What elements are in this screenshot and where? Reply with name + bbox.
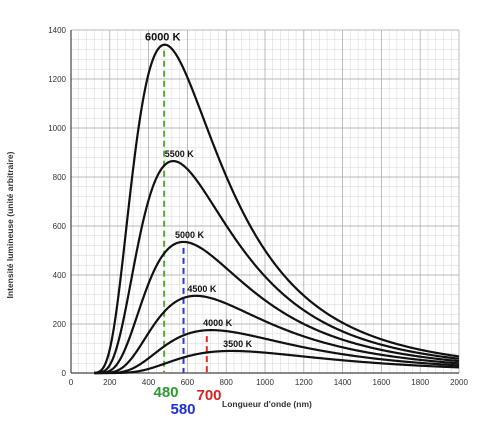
curve-labels: 6000 K 5500 K 5000 K 4500 K 4000 K 3500 K bbox=[145, 32, 253, 349]
x-tick-label: 200 bbox=[103, 378, 117, 387]
x-tick-label: 1200 bbox=[295, 378, 313, 387]
curve-5500k bbox=[94, 159, 460, 375]
x-tick-label: 1400 bbox=[334, 378, 352, 387]
y-tick-label: 200 bbox=[53, 320, 67, 329]
axes bbox=[70, 30, 459, 374]
curve-4000k bbox=[94, 329, 460, 375]
wavelength-markers bbox=[163, 50, 208, 373]
x-axis-label: Longueur d'onde (nm) bbox=[222, 399, 312, 409]
curve-label-4500k: 4500 K bbox=[187, 284, 217, 294]
curve-label-5000k: 5000 K bbox=[175, 230, 205, 240]
y-tick-label: 400 bbox=[53, 271, 67, 280]
curve-label-5500k: 5500 K bbox=[165, 149, 195, 159]
x-tick-label: 600 bbox=[181, 378, 195, 387]
y-tick-label: 0 bbox=[62, 369, 67, 378]
y-axis-label: Intensité lumineuse (unité arbitraire) bbox=[5, 151, 15, 298]
curve-5000k bbox=[94, 240, 460, 375]
curve-label-3500k: 3500 K bbox=[223, 339, 253, 349]
marker-label-580: 580 bbox=[170, 401, 195, 418]
marker-label-480: 480 bbox=[153, 384, 178, 401]
x-tick-label: 1000 bbox=[256, 378, 274, 387]
y-tick-label: 600 bbox=[53, 222, 67, 231]
x-tick-labels: 0 200 400 600 800 1000 1200 1400 1600 1800 2000 bbox=[69, 378, 469, 387]
curve-label-6000k: 6000 K bbox=[145, 32, 181, 44]
x-tick-label: 0 bbox=[69, 378, 74, 387]
x-tick-label: 1600 bbox=[373, 378, 391, 387]
y-tick-labels: 0 200 400 600 800 1000 1200 1400 bbox=[48, 26, 66, 378]
curve-label-4000k: 4000 K bbox=[203, 318, 233, 328]
curve-6000k bbox=[94, 43, 460, 374]
y-tick-label: 1200 bbox=[48, 75, 66, 84]
x-tick-label: 1800 bbox=[411, 378, 429, 387]
x-tick-label: 400 bbox=[142, 378, 156, 387]
y-tick-label: 1400 bbox=[48, 26, 66, 35]
y-tick-label: 800 bbox=[53, 173, 67, 182]
x-tick-label: 800 bbox=[220, 378, 234, 387]
temperature-curves bbox=[94, 43, 460, 375]
x-tick-label: 2000 bbox=[450, 378, 468, 387]
curve-4500k bbox=[94, 294, 460, 375]
y-tick-label: 1000 bbox=[48, 124, 66, 133]
marker-label-700: 700 bbox=[196, 387, 221, 404]
curve-3500k bbox=[94, 349, 460, 375]
